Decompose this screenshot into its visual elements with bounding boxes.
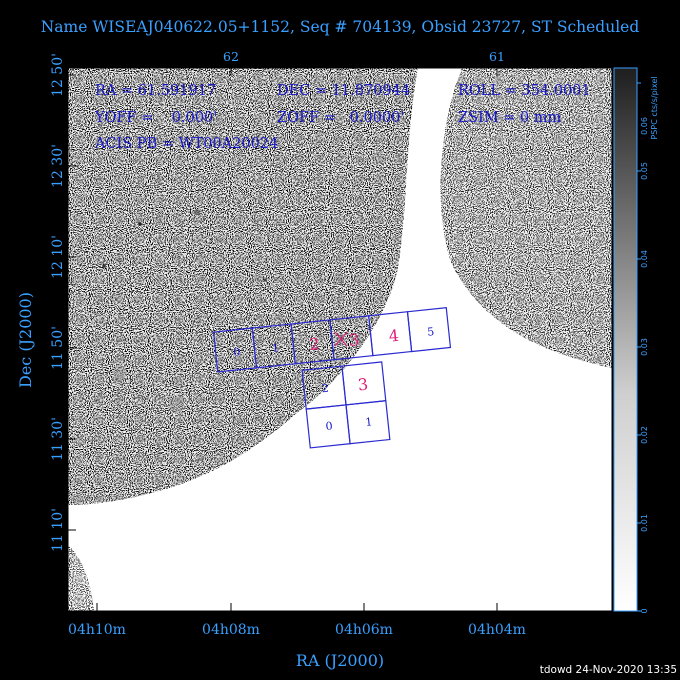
roll-readout: ROLL = 354.0001 <box>458 83 591 99</box>
acis-chip-s5 <box>406 307 452 353</box>
info-block: RA = 61.591917 DEC = 11.870944 ROLL = 35… <box>94 83 591 152</box>
colorbar: 0 0.01 0.02 0.03 0.04 0.05 0.06 PSPC cts… <box>613 67 659 614</box>
chip-label: 0 <box>233 345 241 359</box>
chip-label: 5 <box>427 325 435 339</box>
y-tick-label: 11 50' <box>50 326 66 370</box>
source-blob <box>194 209 200 215</box>
y-axis-label: Dec (J2000) <box>16 292 35 388</box>
acis-pb-readout: ACIS PB = WT00A20024 <box>94 136 278 152</box>
colorbar-tick: 0 <box>640 608 649 613</box>
colorbar-tick: 0.05 <box>640 162 649 180</box>
y-tick-label: 11 10' <box>50 508 66 552</box>
plot-title: Name WISEAJ040622.05+1152, Seq # 704139,… <box>40 18 640 36</box>
dec-readout: DEC = 11.870944 <box>277 83 410 99</box>
source-blob <box>102 264 106 268</box>
y-tick-label: 12 30' <box>50 144 66 188</box>
x-axis-label: RA (J2000) <box>296 651 384 670</box>
top-tick-label: 62 <box>223 49 239 64</box>
yoff-readout: YOFF = 0.000' <box>94 110 217 126</box>
zoff-readout: ZOFF = 0.0000' <box>277 110 404 126</box>
colorbar-gradient <box>613 67 638 612</box>
acis-chip-i1 <box>345 400 391 445</box>
x-tick-label: 04h08m <box>202 622 260 638</box>
chip-label-active: 4 <box>388 326 400 346</box>
x-tick-label: 04h06m <box>335 622 393 638</box>
colorbar-label: PSPC cts/s/pixel <box>650 76 659 139</box>
chip-label: 0 <box>325 419 333 433</box>
acis-s-array: 0 1 2 3 4 5 <box>212 307 452 373</box>
top-tick-label: 61 <box>489 49 505 64</box>
x-tick-label: 04h10m <box>68 622 126 638</box>
colorbar-tick: 0.01 <box>640 514 649 532</box>
chip-label: 1 <box>271 341 279 355</box>
source-blob <box>168 397 184 413</box>
chip-label-active: 3 <box>357 375 369 395</box>
y-tick-label: 12 50' <box>50 53 66 97</box>
y-tick-label: 12 10' <box>50 235 66 279</box>
source-blob <box>263 278 267 282</box>
axis-ticks <box>68 68 498 611</box>
colorbar-tick: 0.06 <box>640 117 649 135</box>
x-tick-label: 04h04m <box>468 622 526 638</box>
colorbar-tick: 0.02 <box>640 426 649 444</box>
y-tick-label: 11 30' <box>50 417 66 461</box>
sky-image <box>68 68 612 611</box>
aimpoint-marker <box>334 331 348 347</box>
footer-stamp: tdowd 24-Nov-2020 13:35 <box>539 664 677 676</box>
ra-readout: RA = 61.591917 <box>95 83 216 99</box>
colorbar-tick: 0.04 <box>640 250 649 268</box>
chip-label-active: 2 <box>308 334 320 354</box>
source-blob <box>113 365 127 379</box>
colorbar-tick: 0.03 <box>640 338 649 356</box>
acis-i-array: 2 3 0 1 <box>301 361 391 449</box>
chip-label-active: 3 <box>348 330 360 350</box>
zsim-readout: ZSIM = 0 mm <box>458 110 562 126</box>
chip-label: 1 <box>365 415 373 429</box>
chip-label: 2 <box>321 382 329 396</box>
source-blob <box>138 222 142 226</box>
